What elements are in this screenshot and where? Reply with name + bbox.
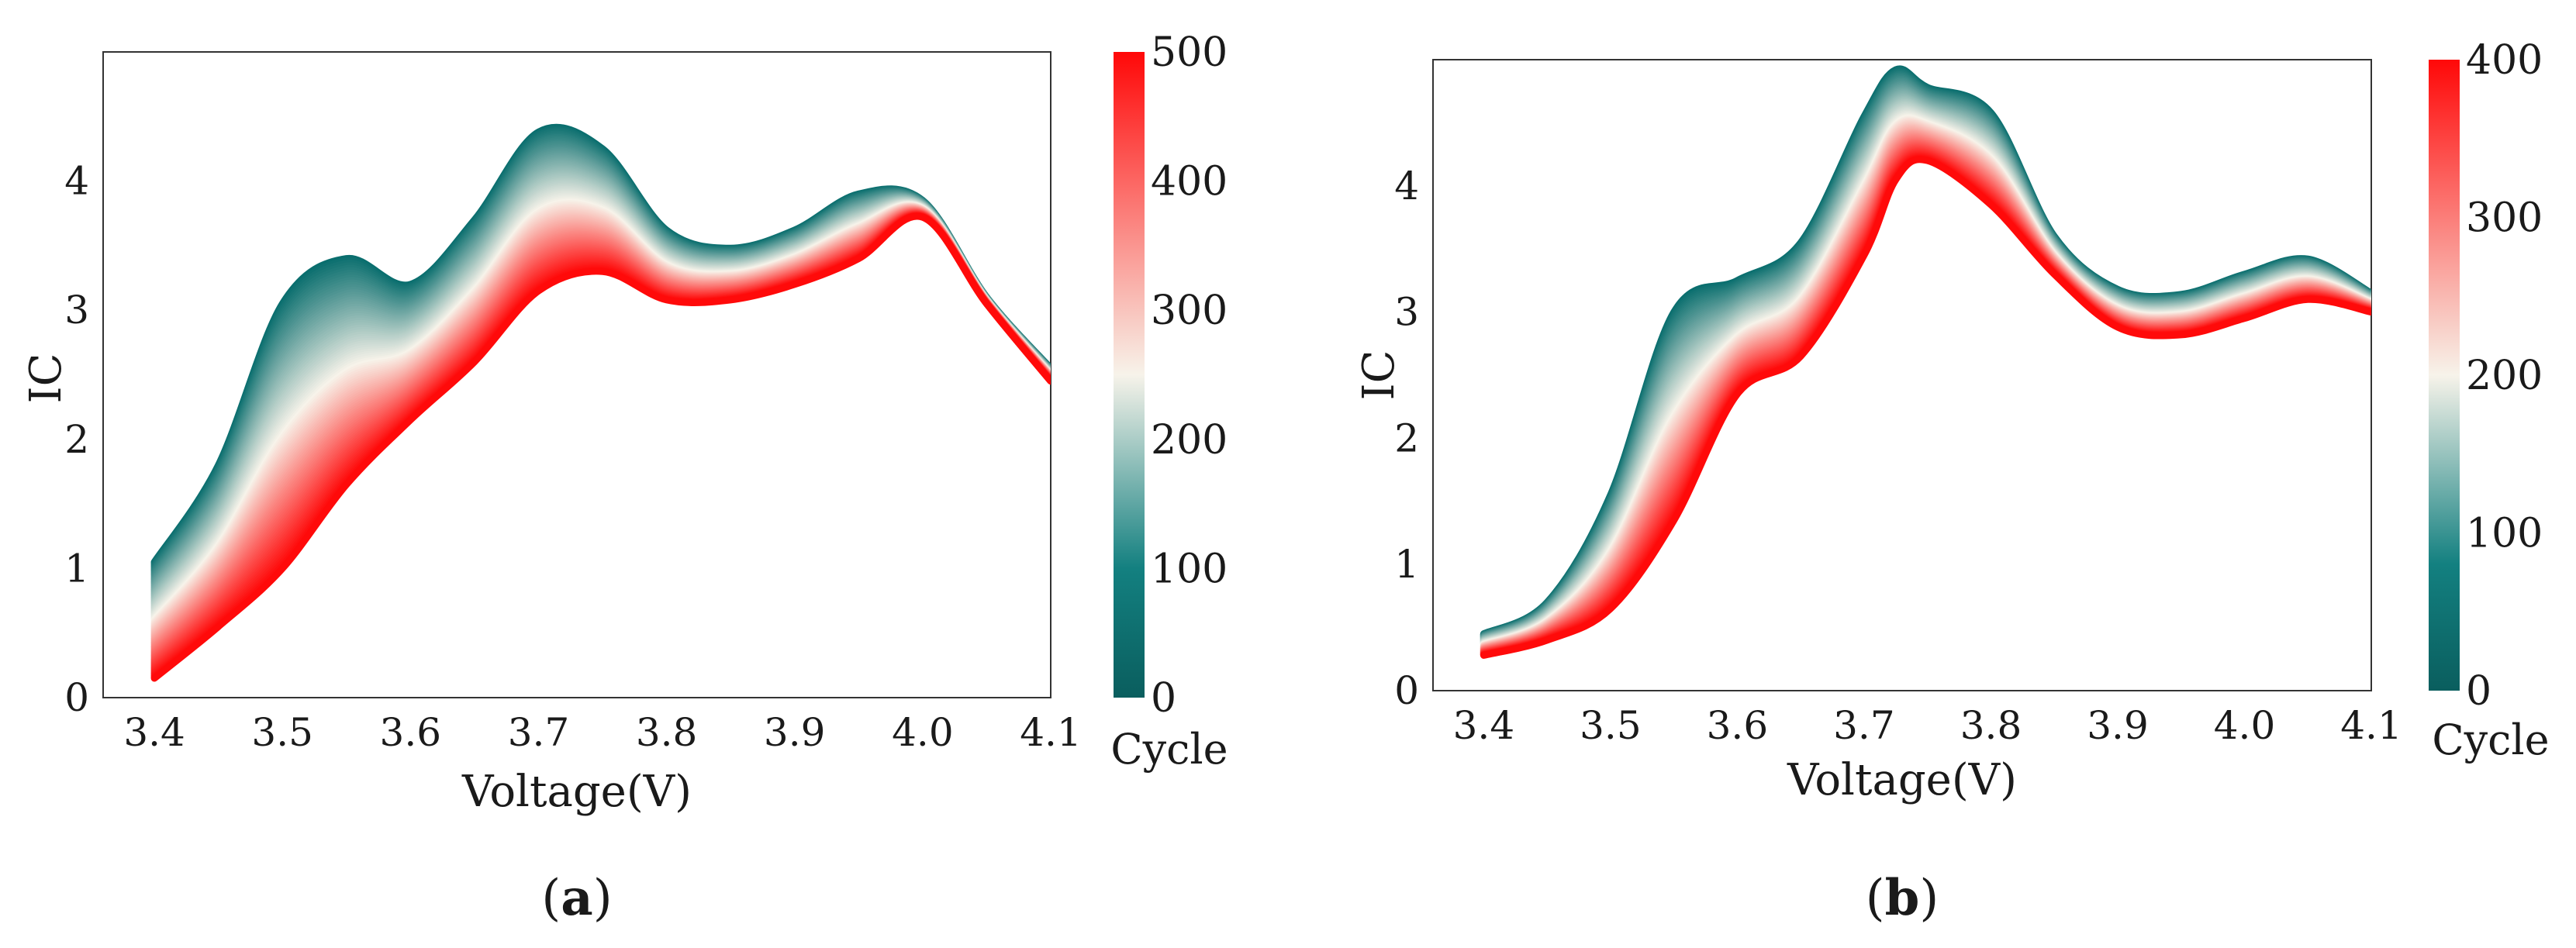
y-tick-label: 2	[64, 417, 89, 462]
y-tick-label: 1	[64, 546, 89, 591]
colorbar-a	[1114, 52, 1145, 698]
panel-letter-a: a	[561, 869, 592, 927]
y-tick-label: 3	[1394, 290, 1419, 335]
x-tick-label: 3.4	[1453, 703, 1515, 748]
y-tick-label: 0	[64, 675, 89, 720]
x-tick-label: 3.5	[1580, 703, 1642, 748]
y-tick-labels-b: 0 1 2 3 4	[1394, 164, 1419, 713]
colorbar-tick-label: 500	[1151, 29, 1228, 76]
x-tick-label: 3.7	[1833, 703, 1895, 748]
colorbar-tick-label: 300	[2466, 195, 2543, 242]
curve-group-b	[1480, 65, 2371, 659]
colorbar-tick-label: 400	[2466, 37, 2543, 84]
x-tick-label: 3.5	[251, 710, 313, 755]
colorbar-title-a: Cycle	[1110, 725, 1228, 774]
cycle-curve	[1480, 143, 2371, 656]
x-axis-label-a: Voltage(V)	[461, 767, 692, 817]
x-tick-labels-a: 3.4 3.5 3.6 3.7 3.8 3.9 4.0 4.1	[123, 710, 1081, 755]
cycle-curve	[150, 212, 1051, 682]
colorbar-tick-label: 400	[1151, 159, 1228, 205]
curve-group-a	[150, 123, 1051, 682]
x-tick-label: 3.9	[764, 710, 826, 755]
panel-letter-b: b	[1885, 869, 1920, 927]
x-tick-label: 3.8	[1960, 703, 2022, 748]
y-axis-label-a: IC	[21, 353, 71, 404]
colorbar-tick-label: 100	[1151, 546, 1228, 592]
panel-b: 3.4 3.5 3.6 3.7 3.8 3.9 4.0 4.1 0 1 2 3 4 Voltage(V…	[1354, 37, 2550, 927]
cycle-curve	[1480, 142, 2371, 655]
y-axis-label-b: IC	[1354, 350, 1404, 401]
x-tick-label: 4.0	[892, 710, 954, 755]
colorbar-tick-label: 0	[1151, 675, 1176, 722]
colorbar-title-b: Cycle	[2432, 715, 2549, 764]
colorbar-tick-label: 200	[2466, 353, 2543, 399]
colorbar-b	[2429, 60, 2460, 691]
x-axis-label-b: Voltage(V)	[1787, 755, 2017, 805]
y-tick-label: 3	[64, 288, 89, 333]
x-tick-label: 3.9	[2087, 703, 2149, 748]
y-tick-label: 4	[1394, 164, 1419, 209]
panel-label-b: (b)	[1866, 869, 1939, 927]
colorbar-tick-label: 200	[1151, 417, 1228, 464]
y-tick-label: 1	[1394, 542, 1419, 587]
colorbar-tick-label: 100	[2466, 511, 2543, 557]
y-tick-label: 0	[1394, 668, 1419, 713]
panel-label-a: (a)	[541, 869, 612, 927]
x-tick-label: 3.6	[380, 710, 442, 755]
colorbar-tick-label: 300	[1151, 288, 1228, 334]
x-tick-label: 4.1	[2340, 703, 2402, 748]
y-tick-label: 4	[64, 159, 89, 204]
plot-frame-b	[1432, 59, 2372, 691]
x-tick-label: 3.7	[508, 710, 570, 755]
x-tick-label: 3.8	[636, 710, 698, 755]
panel-a: 3.4 3.5 3.6 3.7 3.8 3.9 4.0 4.1 0 1 2 3 4 Voltage(V…	[21, 29, 1228, 927]
y-tick-labels-a: 0 1 2 3 4	[64, 159, 89, 720]
colorbar-tick-labels-a: 0 100 200 300 400 500	[1151, 29, 1228, 722]
x-tick-labels-b: 3.4 3.5 3.6 3.7 3.8 3.9 4.0 4.1	[1453, 703, 2402, 748]
x-tick-label: 4.1	[1020, 710, 1082, 755]
x-tick-label: 3.6	[1707, 703, 1769, 748]
x-tick-label: 4.0	[2214, 703, 2276, 748]
colorbar-tick-label: 0	[2466, 668, 2491, 715]
y-tick-label: 2	[1394, 415, 1419, 460]
colorbar-tick-labels-b: 0 100 200 300 400	[2466, 37, 2543, 715]
cycle-curve	[1480, 156, 2371, 659]
x-tick-label: 3.4	[123, 710, 185, 755]
